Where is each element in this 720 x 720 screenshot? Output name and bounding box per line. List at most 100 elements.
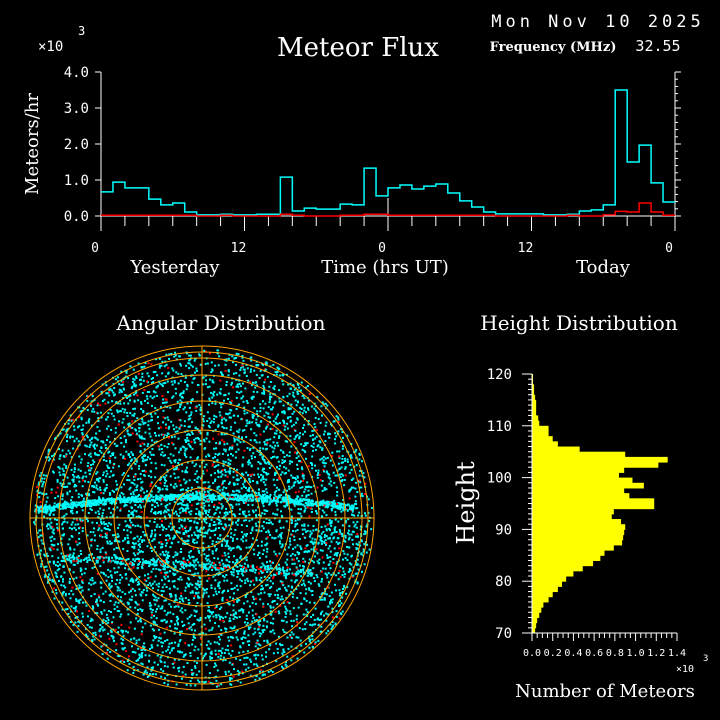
- meteor-point: [189, 556, 191, 559]
- meteor-point: [127, 395, 130, 398]
- meteor-point: [101, 535, 104, 538]
- meteor-point: [144, 362, 147, 364]
- meteor-point: [196, 391, 199, 394]
- meteor-point: [80, 520, 83, 523]
- meteor-point: [299, 486, 302, 489]
- meteor-point: [168, 537, 171, 540]
- meteor-point: [85, 475, 88, 478]
- meteor-point: [194, 371, 196, 374]
- meteor-point: [140, 437, 143, 440]
- meteor-point: [137, 548, 140, 551]
- meteor-point: [90, 595, 93, 598]
- meteor-point: [138, 638, 141, 641]
- meteor-point: [93, 539, 96, 542]
- meteor-point: [325, 421, 328, 424]
- meteor-point: [52, 458, 55, 461]
- meteor-point: [301, 475, 304, 478]
- meteor-point: [170, 649, 173, 652]
- meteor-point: [187, 432, 190, 435]
- meteor-point: [313, 580, 316, 583]
- meteor-point: [140, 662, 143, 665]
- meteor-point: [188, 354, 191, 357]
- meteor-point: [276, 508, 279, 511]
- meteor-point: [194, 629, 196, 632]
- meteor-point: [146, 445, 149, 448]
- meteor-point: [210, 420, 213, 423]
- meteor-point: [126, 397, 129, 399]
- meteor-point: [201, 527, 204, 530]
- meteor-point: [338, 617, 341, 620]
- meteor-point: [126, 430, 129, 433]
- meteor-point: [192, 559, 195, 562]
- meteor-point: [265, 555, 268, 558]
- meteor-point: [245, 519, 248, 522]
- meteor-point: [143, 578, 146, 581]
- meteor-point: [219, 657, 222, 660]
- meteor-point: [100, 492, 103, 494]
- meteor-point: [273, 402, 276, 405]
- meteor-point: [290, 522, 293, 524]
- meteor-point: [177, 578, 180, 581]
- meteor-point: [308, 601, 311, 604]
- meteor-point: [322, 468, 325, 471]
- meteor-point: [255, 441, 258, 444]
- meteor-point: [112, 415, 115, 418]
- meteor-point: [225, 380, 228, 383]
- meteor-point: [289, 420, 292, 423]
- meteor-point: [181, 611, 184, 614]
- meteor-point: [221, 482, 224, 485]
- meteor-point: [273, 491, 276, 494]
- meteor-point: [275, 422, 278, 425]
- meteor-point: [196, 457, 199, 460]
- meteor-point: [133, 669, 136, 672]
- meteor-point: [363, 543, 366, 546]
- meteor-point: [167, 611, 169, 614]
- meteor-point: [269, 421, 272, 423]
- meteor-point: [316, 512, 318, 515]
- meteor-point: [292, 484, 295, 487]
- meteor-point: [187, 517, 190, 520]
- meteor-point: [303, 449, 306, 452]
- meteor-point: [100, 416, 103, 419]
- meteor-point: [329, 556, 332, 559]
- meteor-point: [301, 472, 304, 475]
- meteor-point: [296, 476, 299, 479]
- meteor-point: [347, 546, 350, 549]
- meteor-point: [293, 388, 296, 391]
- meteor-point: [231, 547, 234, 550]
- meteor-point: [228, 620, 231, 623]
- meteor-point: [179, 379, 182, 382]
- meteor-point: [323, 592, 326, 595]
- meteor-point: [213, 545, 216, 548]
- meteor-point: [163, 599, 166, 602]
- meteor-point: [161, 488, 164, 491]
- meteor-point: [155, 636, 158, 639]
- meteor-point: [212, 394, 215, 397]
- meteor-point: [90, 509, 93, 511]
- meteor-point: [176, 409, 179, 412]
- meteor-point: [281, 582, 284, 585]
- meteor-point: [196, 536, 199, 539]
- meteor-point: [302, 479, 304, 482]
- meteor-point: [166, 553, 169, 556]
- meteor-point: [217, 469, 219, 472]
- meteor-point: [58, 580, 60, 582]
- meteor-point: [314, 409, 317, 412]
- meteor-point: [302, 445, 305, 447]
- meteor-point: [154, 517, 156, 520]
- meteor-point: [181, 598, 184, 601]
- meteor-point: [113, 442, 116, 445]
- meteor-point: [94, 631, 97, 634]
- meteor-point: [43, 477, 46, 480]
- meteor-point: [128, 510, 131, 513]
- meteor-point: [196, 657, 199, 660]
- meteor-point: [139, 443, 142, 446]
- meteor-point: [114, 431, 117, 434]
- meteor-point: [290, 387, 292, 390]
- meteor-point: [128, 453, 131, 456]
- meteor-point: [302, 582, 305, 585]
- meteor-point: [299, 639, 302, 642]
- meteor-point: [107, 466, 110, 469]
- meteor-point: [174, 476, 177, 479]
